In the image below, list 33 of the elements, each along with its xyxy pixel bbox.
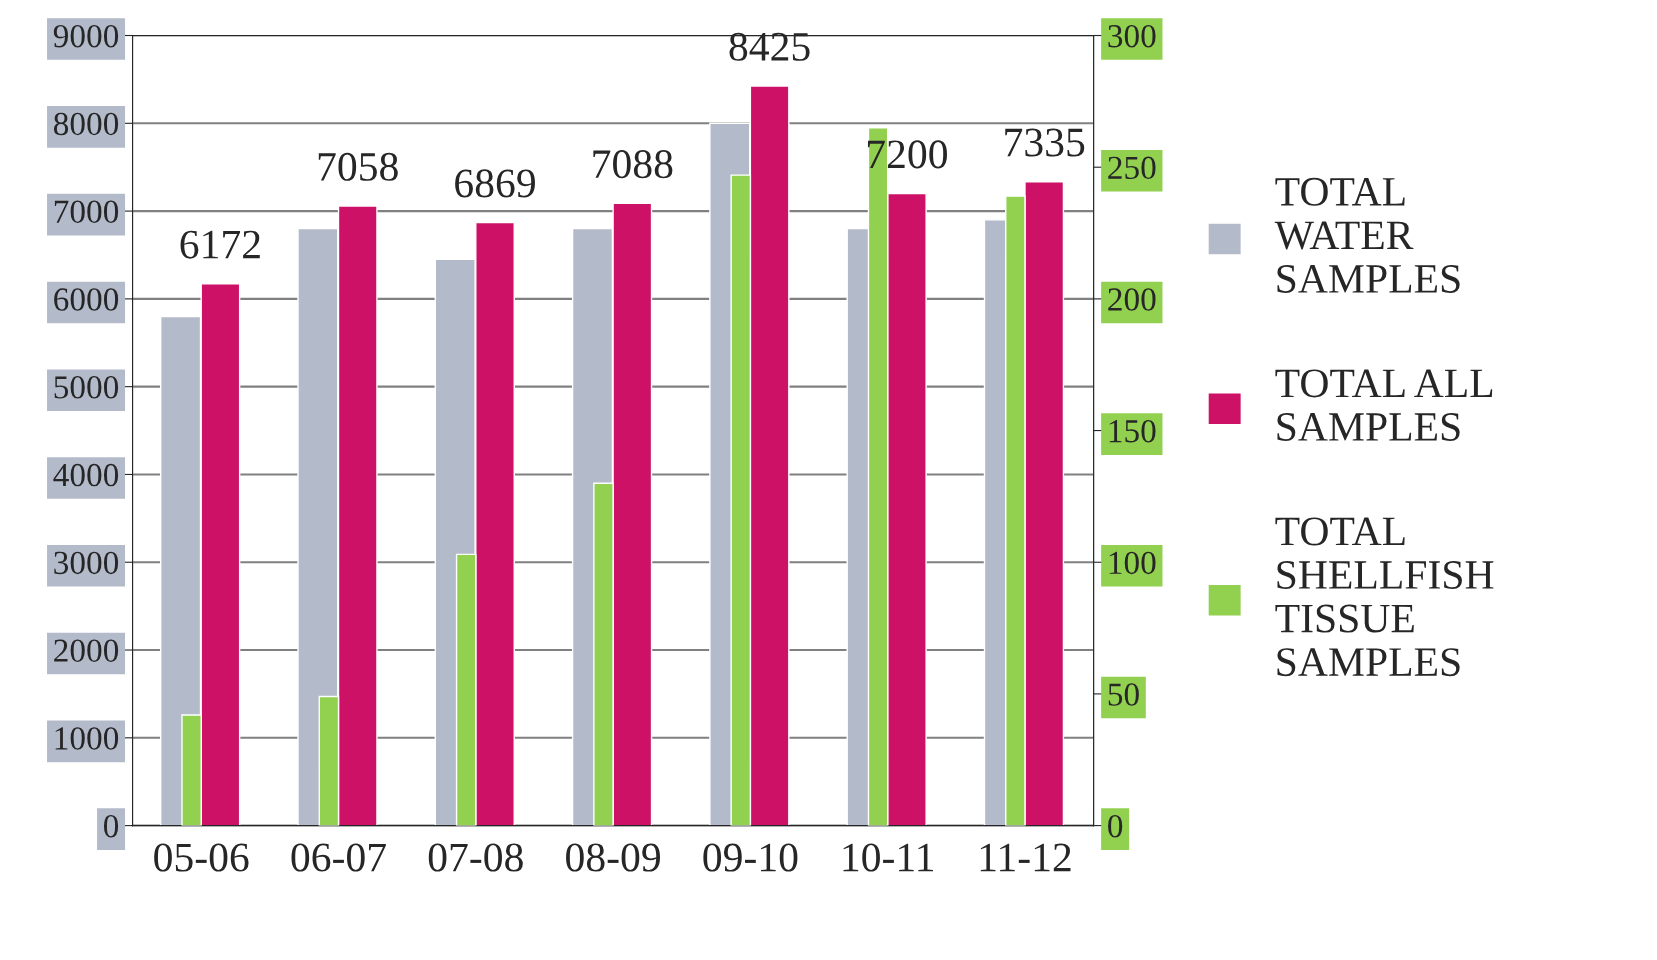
data-label: 6172	[180, 230, 260, 259]
data-label: 8425	[729, 32, 810, 61]
y2-tick-label: 0	[1108, 815, 1123, 838]
y2-tick-label: 50	[1108, 683, 1139, 706]
y-tick-label: 4000	[53, 463, 119, 487]
y2-tick-label: 100	[1109, 551, 1156, 575]
y-tick-label: 9000	[53, 24, 119, 48]
y-tick-label: 8000	[53, 112, 119, 136]
y-tick-label: 0	[103, 815, 119, 838]
y-tick-label: 6000	[54, 288, 119, 311]
data-label: 7088	[593, 150, 673, 179]
x-tick-label: 07-08	[428, 843, 523, 872]
y2-tick-label: 150	[1109, 419, 1156, 443]
data-label: 7335	[1005, 128, 1085, 157]
y-tick-label: 7000	[54, 200, 119, 223]
x-tick-label: 11-12	[980, 843, 1071, 872]
y-tick-label: 3000	[54, 551, 119, 575]
x-tick-label: 09-10	[703, 843, 798, 872]
y2-tick-label: 250	[1108, 156, 1156, 180]
legend-label: TOTAL SHELLFISH TISSUE SAMPLES	[1275, 517, 1494, 677]
x-tick-label: 08-09	[566, 843, 660, 872]
x-tick-label: 06-07	[291, 843, 386, 872]
data-label: 7058	[318, 152, 398, 181]
y2-tick-label: 300	[1108, 24, 1156, 48]
data-label: 6869	[455, 169, 535, 198]
legend-label: TOTAL WATER SAMPLES	[1274, 177, 1460, 293]
x-tick-label: 05-06	[154, 843, 249, 872]
legend-label: TOTAL ALL SAMPLES	[1275, 369, 1493, 441]
y-tick-label: 5000	[54, 376, 119, 399]
y2-tick-label: 200	[1108, 288, 1156, 311]
x-tick-label: 10-11	[843, 843, 933, 872]
y-tick-label: 1000	[55, 727, 119, 750]
y-tick-label: 2000	[54, 639, 119, 662]
